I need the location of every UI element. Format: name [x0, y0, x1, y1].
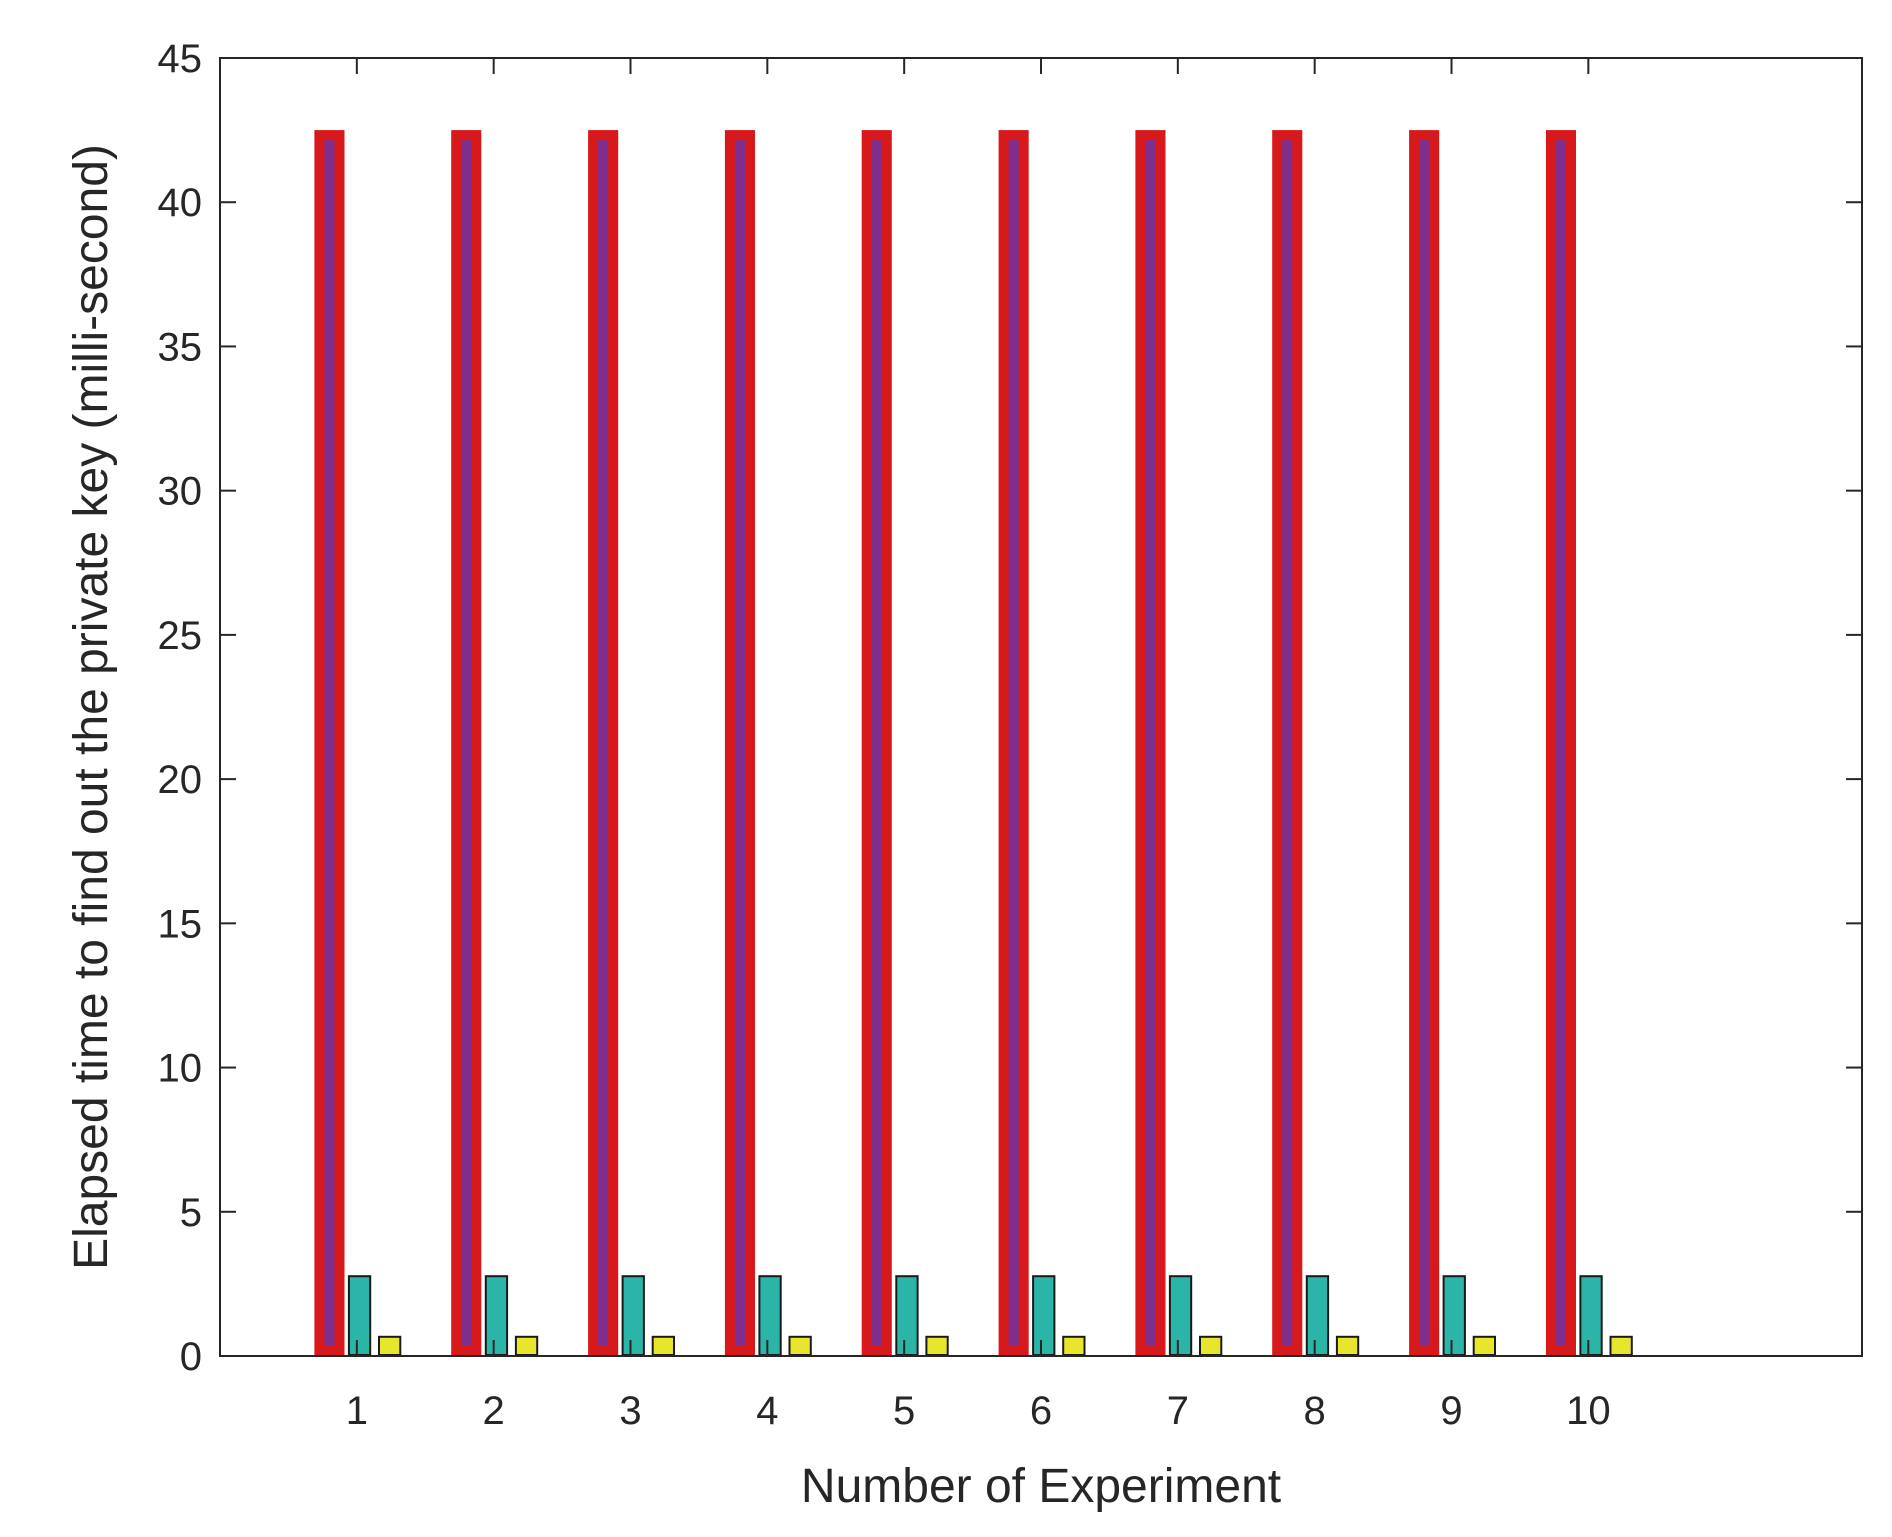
bar-series-2-exp-2: [484, 1275, 509, 1356]
x-axis-label: Number of Experiment: [801, 1460, 1281, 1513]
bar-series-1-exp-10: [1545, 130, 1577, 1357]
bar-series-1-exp-5: [861, 130, 892, 1357]
x-tick-label: 2: [483, 1389, 505, 1433]
x-tick-label: 7: [1167, 1389, 1189, 1433]
y-axis-label: Elapsed time to find out the private key…: [65, 144, 118, 1270]
bar-series-1-exp-6: [998, 130, 1029, 1357]
bar-series-2-exp-7: [1168, 1275, 1193, 1356]
bar-series-1-exp-7: [1135, 130, 1166, 1357]
bar-series-2-exp-3: [621, 1275, 645, 1356]
bar-series-3-exp-2: [514, 1335, 539, 1357]
bar-series-2-exp-1: [347, 1275, 372, 1356]
y-tick-label: 10: [158, 1047, 203, 1091]
bar-series-1-exp-4: [724, 130, 756, 1357]
y-tick-label: 0: [180, 1335, 202, 1379]
y-tick-label: 45: [158, 37, 203, 81]
y-tick-label: 35: [158, 325, 203, 369]
x-tick-label: 8: [1304, 1389, 1326, 1433]
y-tick-label: 15: [158, 902, 203, 946]
bar-series-1-exp-3: [588, 130, 619, 1357]
x-tick-label: 6: [1030, 1389, 1052, 1433]
bar-series-2-exp-9: [1442, 1275, 1466, 1356]
bar-series-1-exp-8: [1272, 130, 1303, 1357]
bar-series-3-exp-7: [1199, 1335, 1223, 1357]
bar-series-3-exp-4: [788, 1335, 812, 1357]
bar-series-3-exp-10: [1609, 1335, 1633, 1357]
x-tick-label: 5: [893, 1389, 915, 1433]
bar-series-3-exp-6: [1062, 1335, 1086, 1357]
y-tick-label: 30: [158, 470, 203, 514]
plot-frame: [219, 57, 1863, 1357]
y-tick-label: 5: [180, 1191, 202, 1235]
y-tick-label: 20: [158, 758, 203, 802]
y-tick-label: 25: [158, 614, 203, 658]
x-tick-label: 9: [1440, 1389, 1462, 1433]
bar-series-2-exp-10: [1579, 1275, 1603, 1356]
x-tick-label: 10: [1566, 1389, 1611, 1433]
bar-series-2-exp-6: [1032, 1275, 1056, 1356]
x-tick-label: 4: [756, 1389, 778, 1433]
bars-layer: [314, 130, 1633, 1357]
bar-series-1-exp-9: [1409, 130, 1440, 1357]
bar-series-3-exp-5: [925, 1335, 949, 1357]
bar-series-1-exp-1: [314, 130, 345, 1357]
y-tick-label: 40: [158, 181, 203, 225]
bar-series-2-exp-8: [1305, 1275, 1330, 1356]
bar-series-2-exp-4: [758, 1275, 782, 1356]
x-tick-label: 1: [346, 1389, 368, 1433]
plot-area: [220, 58, 1862, 1356]
bar-series-3-exp-3: [651, 1335, 676, 1357]
bar-series-1-exp-2: [451, 130, 482, 1357]
bar-series-3-exp-9: [1472, 1335, 1496, 1357]
bar-series-3-exp-1: [378, 1335, 402, 1357]
bar-series-2-exp-5: [895, 1275, 919, 1356]
bar-series-3-exp-8: [1335, 1335, 1360, 1357]
x-tick-label: 3: [619, 1389, 641, 1433]
